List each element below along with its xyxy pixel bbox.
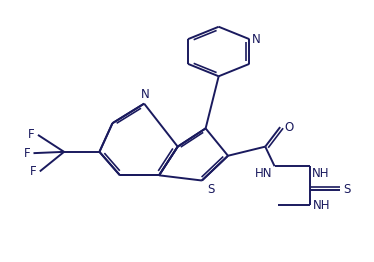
Text: NH: NH [312, 167, 329, 181]
Text: S: S [208, 183, 215, 196]
Text: N: N [141, 88, 149, 101]
Text: F: F [30, 165, 37, 178]
Text: O: O [284, 121, 293, 134]
Text: F: F [28, 128, 35, 141]
Text: S: S [343, 183, 351, 196]
Text: N: N [252, 33, 261, 46]
Text: HN: HN [255, 167, 273, 181]
Text: F: F [24, 147, 31, 160]
Text: NH: NH [313, 199, 331, 212]
